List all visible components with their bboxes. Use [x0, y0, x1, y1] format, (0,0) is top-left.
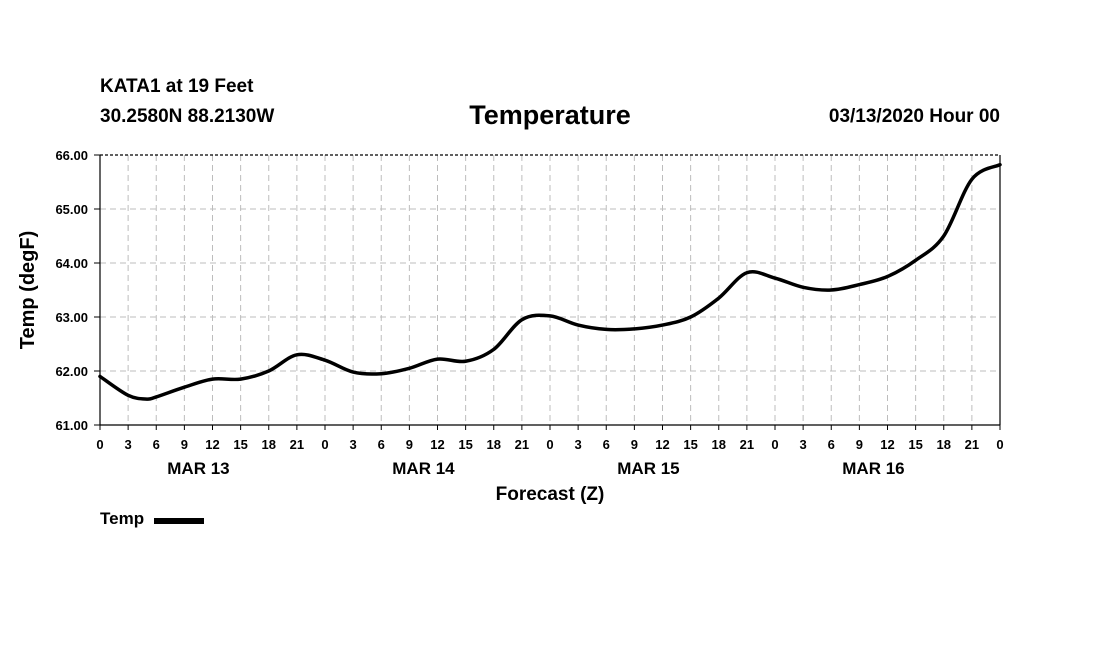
series-line-temp — [98, 162, 1002, 401]
x-tick-label: 9 — [631, 437, 638, 452]
day-label: MAR 15 — [617, 459, 679, 478]
y-tick-label: 61.00 — [55, 418, 88, 433]
x-tick-label: 3 — [125, 437, 132, 452]
coordinates-label: 30.2580N 88.2130W — [100, 106, 275, 127]
x-tick-label: 18 — [937, 437, 951, 452]
x-tick-label: 15 — [458, 437, 472, 452]
x-tick-label: 3 — [800, 437, 807, 452]
station-label: KATA1 at 19 Feet — [100, 76, 254, 97]
legend-label: Temp — [100, 509, 145, 528]
x-tick-label: 3 — [350, 437, 357, 452]
x-tick-label: 15 — [683, 437, 697, 452]
y-tick-label: 66.00 — [55, 148, 88, 163]
x-tick-label: 15 — [908, 437, 922, 452]
x-tick-label: 6 — [828, 437, 835, 452]
x-tick-label: 12 — [205, 437, 219, 452]
x-tick-label: 0 — [546, 437, 553, 452]
y-tick-label: 64.00 — [55, 256, 88, 271]
x-tick-label: 0 — [771, 437, 778, 452]
x-tick-label: 21 — [740, 437, 754, 452]
x-tick-label: 12 — [880, 437, 894, 452]
day-label: MAR 13 — [167, 459, 229, 478]
y-tick-label: 65.00 — [55, 202, 88, 217]
chart-title: Temperature — [469, 100, 631, 130]
x-axis-title: Forecast (Z) — [496, 484, 605, 505]
x-tick-label: 21 — [965, 437, 979, 452]
x-tick-label: 12 — [655, 437, 669, 452]
x-tick-label: 6 — [603, 437, 610, 452]
x-tick-label: 21 — [515, 437, 529, 452]
x-tick-label: 0 — [996, 437, 1003, 452]
x-tick-label: 18 — [712, 437, 726, 452]
day-label: MAR 16 — [842, 459, 904, 478]
forecast-datetime: 03/13/2020 Hour 00 — [828, 106, 1000, 127]
x-tick-label: 0 — [321, 437, 328, 452]
y-axis-title: Temp (degF) — [17, 231, 39, 350]
x-tick-label: 18 — [262, 437, 276, 452]
y-tick-label: 62.00 — [55, 364, 88, 379]
x-tick-label: 18 — [487, 437, 501, 452]
x-tick-label: 0 — [96, 437, 103, 452]
x-tick-label: 15 — [233, 437, 247, 452]
y-tick-label: 63.00 — [55, 310, 88, 325]
x-tick-label: 9 — [406, 437, 413, 452]
legend-line-swatch — [154, 517, 205, 524]
day-label: MAR 14 — [392, 459, 455, 478]
x-tick-label: 9 — [856, 437, 863, 452]
x-tick-label: 12 — [430, 437, 444, 452]
x-tick-label: 21 — [290, 437, 304, 452]
x-tick-label: 3 — [575, 437, 582, 452]
x-tick-label: 6 — [153, 437, 160, 452]
x-tick-label: 9 — [181, 437, 188, 452]
x-tick-label: 6 — [378, 437, 385, 452]
legend: Temp — [100, 509, 205, 529]
